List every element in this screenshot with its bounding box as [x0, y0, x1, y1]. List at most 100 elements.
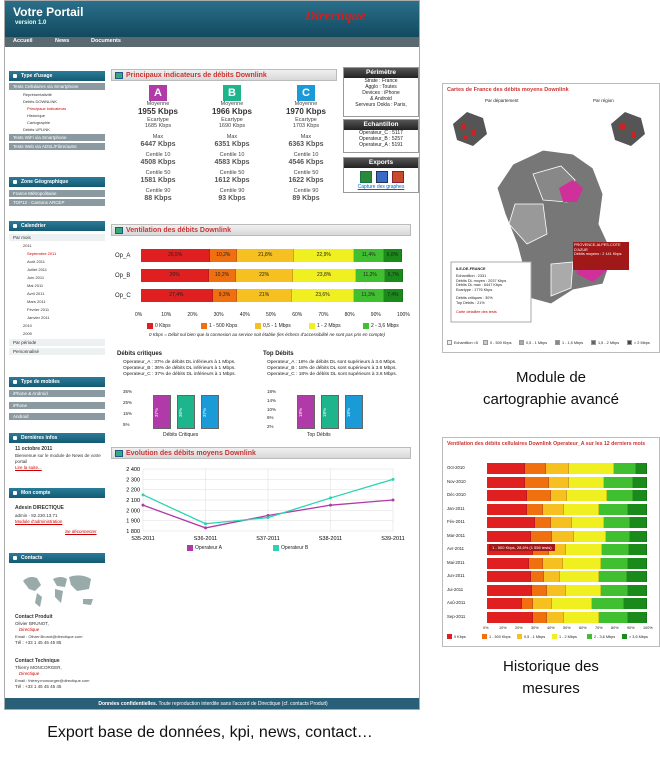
- evolution-line-chart: 2 400 2 300 2 200 2 100 2 000 1 900 1 800S35-2…: [126, 467, 404, 542]
- operator-stat: Centile 10: [293, 152, 319, 158]
- legend-swatch: [552, 634, 557, 639]
- contact2-email[interactable]: Email : thierry.moncorger@directique.com: [15, 678, 90, 683]
- sidebar-item[interactable]: Mai 2011: [9, 282, 105, 290]
- map-by-region[interactable]: Par région: [593, 98, 614, 103]
- ventilation-segment: 11,4%: [354, 249, 385, 262]
- history-tooltip: 1 - 500 Kbps, 28,6% (1 556 tests): [489, 544, 555, 551]
- sidebar-item[interactable]: 2009: [9, 330, 105, 338]
- ventilation-segment: 7,4%: [383, 289, 403, 302]
- excel-export-icon[interactable]: [360, 171, 372, 183]
- sidebar-item[interactable]: Juin 2011: [9, 274, 105, 282]
- operator-stat: 88 Kbps: [144, 195, 172, 202]
- sidebar-account-title: Mon compte: [9, 488, 105, 498]
- image-export-icon[interactable]: [376, 171, 388, 183]
- contact1-email[interactable]: Email : Olivier.Brunot@directique.com: [15, 634, 83, 639]
- history-segment: [598, 503, 628, 515]
- history-segment: [628, 557, 647, 569]
- operator-stat: Centile 50: [145, 170, 171, 176]
- history-tick: 90%: [627, 626, 635, 630]
- sidebar-item[interactable]: Janvier 2011: [9, 314, 105, 322]
- sidebar-item[interactable]: Tests Web via ADSL/Fibre/autre: [9, 143, 105, 151]
- perimetre-line: Serveurs Ookla : Paris,: [355, 102, 407, 108]
- sidebar-item[interactable]: Par période: [9, 339, 105, 347]
- mini-tick: 14%: [267, 397, 277, 403]
- sidebar-item[interactable]: TOP12 - Cantons ARCEP: [9, 199, 105, 207]
- history-segment: [532, 611, 548, 623]
- checkbox-icon[interactable]: [187, 545, 193, 551]
- echantillon-line: Operateur_B : 5257: [359, 136, 403, 142]
- history-segment: [531, 571, 545, 582]
- legend-label: 1 - 2 Mbps: [317, 323, 341, 329]
- sidebar-item[interactable]: iPhone: [9, 402, 105, 410]
- mini-tick: 10%: [267, 406, 277, 412]
- sidebar-item[interactable]: Débits UPLINK: [9, 126, 105, 134]
- news-read-more-link[interactable]: Lire la suite...: [15, 465, 42, 470]
- sidebar-item[interactable]: 2010: [9, 322, 105, 330]
- sidebar-item[interactable]: Février 2011: [9, 306, 105, 314]
- legend-swatch: [517, 634, 522, 639]
- sidebar-item[interactable]: 2011: [9, 242, 105, 250]
- sidebar-item[interactable]: Mars 2011: [9, 298, 105, 306]
- top-nav: Accueil News Documents: [5, 37, 419, 47]
- operator-stat: 4546 Kbps: [288, 159, 324, 166]
- ventilation-tick: 80%: [344, 312, 355, 318]
- sidebar-item[interactable]: Avril 2011: [9, 290, 105, 298]
- ventilation-legend-item: 1 - 2 Mbps: [309, 323, 341, 329]
- history-segment: [632, 490, 647, 501]
- map-by-dept[interactable]: Par département: [485, 98, 519, 103]
- sidebar-item[interactable]: Tests Cellulaires via Smartphone: [9, 83, 105, 91]
- sidebar-item[interactable]: Septembre 2011: [9, 250, 105, 258]
- history-segment: [531, 530, 552, 542]
- pdf-export-icon[interactable]: [392, 171, 404, 183]
- ventilation-segment: 11,3%: [353, 289, 384, 302]
- history-month-label: Aoû-2011: [447, 600, 466, 605]
- history-segment: [566, 544, 602, 555]
- nav-accueil[interactable]: Accueil: [13, 38, 33, 44]
- ventilation-segment: 21%: [237, 289, 293, 302]
- sidebar-item[interactable]: Par mois: [9, 234, 105, 242]
- indicators-title: Principaux indicateurs de débits Downlin…: [126, 72, 267, 79]
- logout-link[interactable]: Se déconnecter: [65, 529, 97, 534]
- operator-letter-badge: A: [149, 85, 167, 101]
- history-tick: 40%: [547, 626, 555, 630]
- perimetre-title: Périmètre: [344, 68, 418, 78]
- sidebar-item[interactable]: Juillet 2011: [9, 266, 105, 274]
- operator-stat: 1685 Kbps: [144, 123, 172, 129]
- history-segment: [563, 503, 599, 515]
- perimetre-box: Périmètre Strate : France Agglo : Toutes…: [343, 67, 419, 117]
- history-month-label: Nov-2010: [447, 478, 466, 484]
- history-segment: [636, 463, 647, 474]
- operator-stat: 1970 Kbps: [285, 107, 327, 116]
- operator-stat: Centile 10: [219, 152, 245, 158]
- history-month-label: Jun-2011: [447, 573, 465, 578]
- legend-label: > 3,6 Mbps: [629, 634, 648, 639]
- history-bar: [487, 490, 647, 501]
- history-segment: [591, 598, 624, 609]
- sidebar-item[interactable]: Août 2011: [9, 258, 105, 266]
- operator-stat: Ecartype: [221, 117, 243, 123]
- checkbox-icon[interactable]: [273, 545, 279, 551]
- history-segment: [487, 557, 529, 569]
- capture-graphs-link[interactable]: Capture des graphes: [357, 184, 405, 190]
- sidebar-item[interactable]: France Métropolitaine: [9, 190, 105, 198]
- history-segment: [547, 611, 564, 623]
- data-point: [391, 477, 395, 481]
- sidebar-item[interactable]: Android: [9, 413, 105, 421]
- popup-link[interactable]: Carte detaillee des tests: [456, 309, 497, 314]
- nav-documents[interactable]: Documents: [91, 38, 121, 44]
- mini-bar: 18%: [321, 395, 339, 429]
- chart-icon: [115, 450, 123, 457]
- world-map-image: [15, 569, 101, 613]
- evolution-title: Evolution des débits moyens Downlink: [126, 450, 256, 457]
- critiques-line: Operateur_A : 37% de débits DL inférieur…: [123, 360, 236, 365]
- history-segment: [627, 611, 647, 623]
- portal-title: Votre Portail: [13, 5, 84, 19]
- history-segment: [567, 490, 608, 501]
- nav-news[interactable]: News: [55, 38, 70, 44]
- legend-swatch: [447, 340, 452, 345]
- admin-module-link[interactable]: Module d'administration: [15, 519, 63, 524]
- ventilation-legend-item: 1 - 500 Kbps: [201, 323, 237, 329]
- sidebar-item[interactable]: Tests WiFi via Smartphone: [9, 134, 105, 142]
- sidebar-item[interactable]: Personnalisé: [9, 348, 105, 356]
- sidebar-item[interactable]: iPhone & Android: [9, 390, 105, 398]
